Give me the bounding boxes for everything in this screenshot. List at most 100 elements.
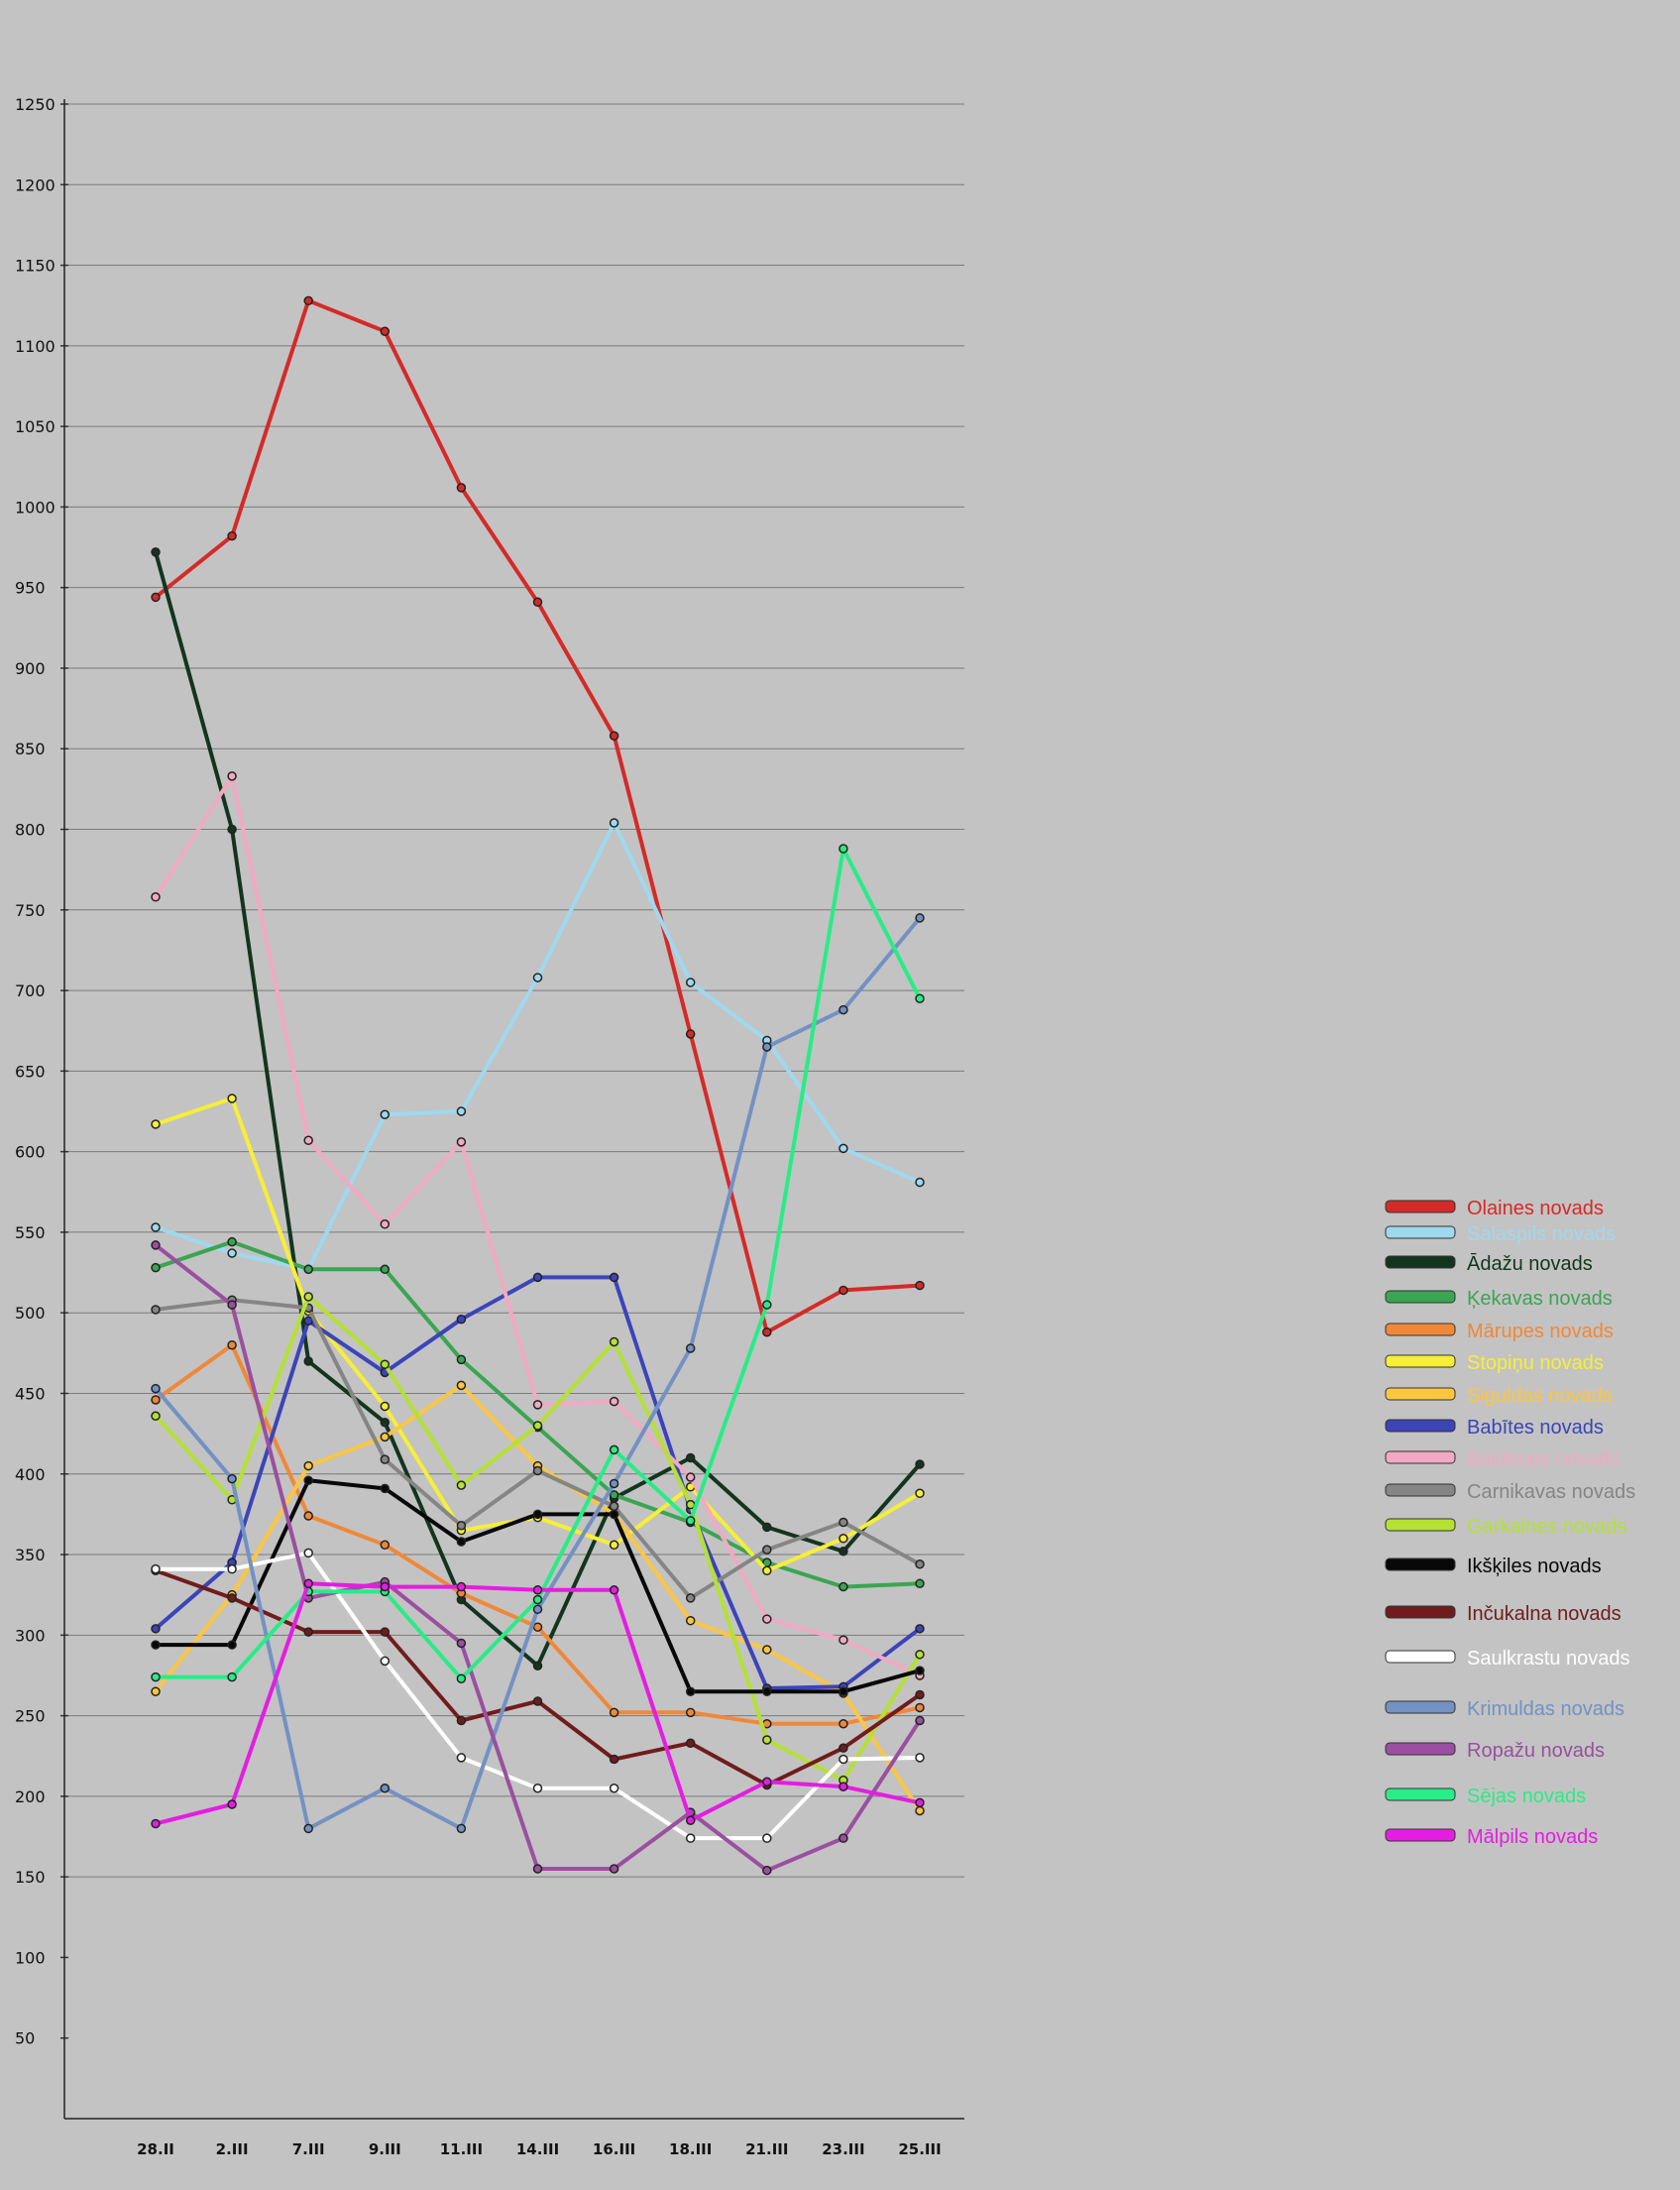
legend-label: Ropažu novads [1467,1740,1605,1762]
series-9 [151,771,925,1680]
data-point [227,1248,237,1258]
data-point [380,1359,391,1369]
data-point [915,1753,925,1763]
y-tick-label: 900 [15,659,46,678]
series-line [154,298,922,1334]
data-point [915,1666,925,1675]
data-point [303,1823,313,1834]
data-point [839,1686,848,1696]
legend-swatch [1385,1290,1456,1304]
data-point [380,1109,391,1120]
legend-item: Mārupes novads [1385,1321,1614,1342]
data-point [685,1029,696,1039]
data-point [227,1671,237,1682]
series-lines [151,295,925,1876]
data-point [227,1236,237,1247]
data-point [151,1640,161,1650]
data-point [303,1460,313,1471]
data-point [456,1314,467,1325]
data-point [456,1823,467,1834]
y-tick-label: 1200 [15,175,56,194]
data-point [532,1696,543,1706]
y-tick-label: 200 [15,1787,46,1806]
y-tick-label: 1150 [15,257,56,276]
data-point [380,1401,391,1412]
data-point [303,1292,313,1302]
legend-item: Ķekavas novads [1385,1288,1613,1310]
data-point [532,1622,543,1632]
data-point [456,1753,467,1763]
y-tick-label: 1000 [15,498,56,517]
data-point [839,1004,848,1015]
legend-swatch [1385,1650,1456,1664]
data-point [762,1645,772,1655]
data-point [762,1777,772,1787]
data-point [839,1547,848,1556]
data-point [151,1686,161,1696]
legend-item: Sējas novads [1385,1786,1586,1807]
series-14 [151,1548,925,1843]
grid-lines [64,103,964,1878]
legend-item: Olaines novads [1385,1198,1604,1219]
legend-swatch [1385,1255,1456,1269]
y-tick-label: 1100 [15,337,56,356]
data-point [762,1545,772,1555]
axes [63,99,964,2120]
data-point [915,1624,925,1634]
y-tick-label: 500 [15,1304,46,1323]
data-point [456,1537,467,1547]
y-tick-label: 300 [15,1626,46,1645]
legend-label: Siguldas novads [1467,1385,1613,1407]
data-point [380,1264,391,1275]
data-point [151,1818,161,1829]
legend-swatch [1385,1700,1456,1714]
x-tick-label: 9.III [369,2140,401,2158]
data-point [456,1106,467,1116]
x-tick-label: 21.III [745,2140,788,2158]
y-tick-label: 700 [15,981,46,1000]
data-point [609,1501,619,1512]
data-point [685,1516,696,1526]
data-point [532,1594,543,1605]
legend-item: Baldones novads [1385,1448,1619,1470]
series-2 [151,818,925,1275]
legend-label: Inčukalna novads [1467,1603,1622,1625]
legend-label: Salaspils novads [1467,1223,1616,1245]
data-point [380,1627,391,1637]
data-point [456,1354,467,1365]
legend-swatch [1385,1787,1456,1801]
series-line [154,1242,922,1873]
data-point [609,1784,619,1793]
legend-label: Saulkrastu novads [1467,1648,1630,1670]
y-tick-label: 950 [15,579,46,598]
data-point [762,1735,772,1745]
series-6 [151,1094,925,1576]
data-point [915,913,925,923]
legend-item: Saulkrastu novads [1385,1648,1630,1670]
data-point [303,1316,313,1326]
data-point [609,1585,619,1595]
data-point [609,1272,619,1283]
legend-item: Inčukalna novads [1385,1603,1622,1625]
legend-swatch [1385,1354,1456,1368]
data-point [609,818,619,828]
data-point [839,1754,848,1765]
data-point [380,1219,391,1229]
data-point [151,1305,161,1315]
series-15 [151,913,925,1834]
data-point [456,1137,467,1147]
data-point [227,771,237,781]
data-point [227,530,237,541]
x-tick-label: 2.III [216,2140,249,2158]
legend-item: Ikšķiles novads [1385,1556,1602,1577]
legend-label: Carnikavas novads [1467,1481,1635,1503]
y-tick-label: 1050 [15,417,56,436]
y-tick-label: 100 [15,1948,46,1967]
legend-label: Baldones novads [1467,1448,1619,1470]
data-point [839,1718,848,1729]
legend-swatch [1385,1450,1456,1464]
data-point [532,1661,543,1671]
series-1 [151,295,925,1337]
data-point [151,1262,161,1273]
